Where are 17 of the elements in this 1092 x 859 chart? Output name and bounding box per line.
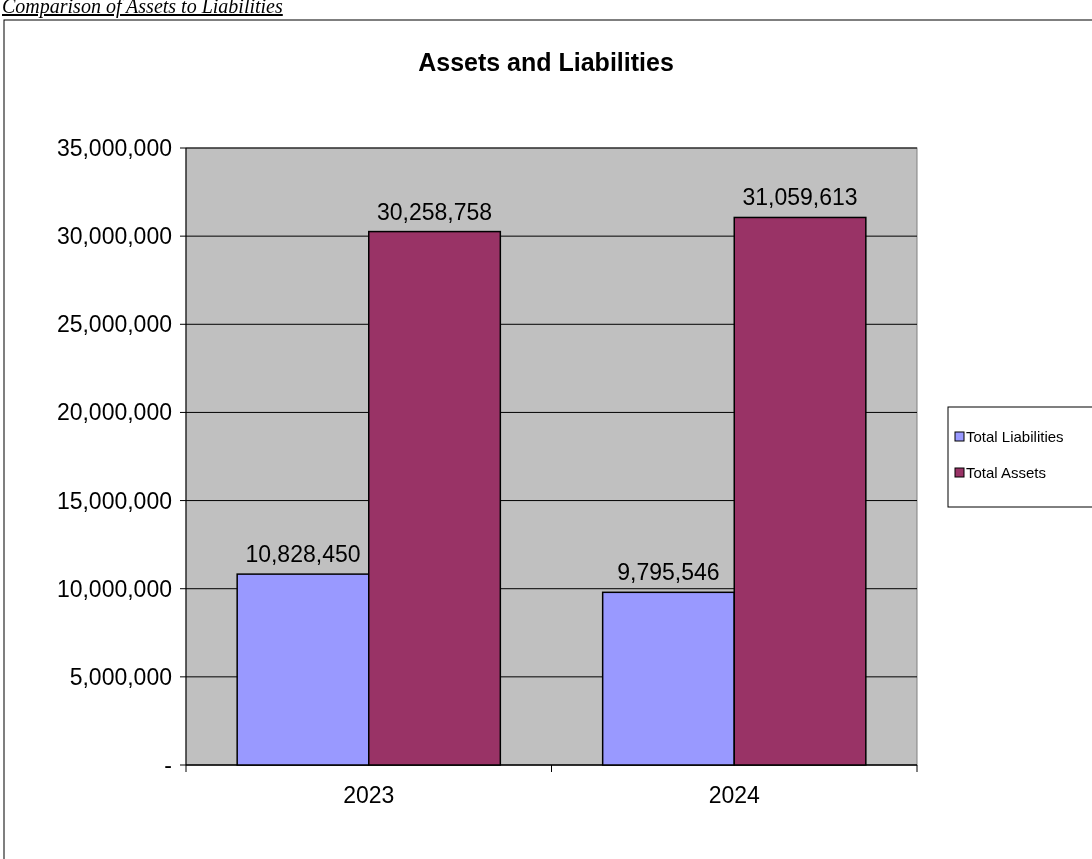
y-tick-label: 15,000,000	[56, 487, 172, 514]
chart-title: Assets and Liabilities	[418, 48, 674, 76]
y-tick-label: 25,000,000	[56, 311, 172, 338]
data-label: 10,828,450	[245, 541, 361, 568]
y-tick-label: 10,000,000	[56, 575, 172, 602]
y-tick-label: -	[164, 752, 172, 778]
y-tick-label: 30,000,000	[56, 223, 172, 250]
y-tick-label: 5,000,000	[69, 663, 172, 690]
y-tick-label: 20,000,000	[56, 399, 172, 426]
data-label: 30,258,758	[376, 198, 493, 225]
y-tick-label: 35,000,000	[56, 135, 172, 161]
legend-label: Total Assets	[966, 464, 1047, 481]
x-tick-label: 2023	[343, 782, 395, 808]
data-label: 9,795,546	[617, 559, 720, 586]
data-label: 31,059,613	[742, 184, 858, 211]
legend-label: Total Liabilities	[966, 428, 1064, 445]
x-tick-label: 2024	[708, 782, 761, 808]
